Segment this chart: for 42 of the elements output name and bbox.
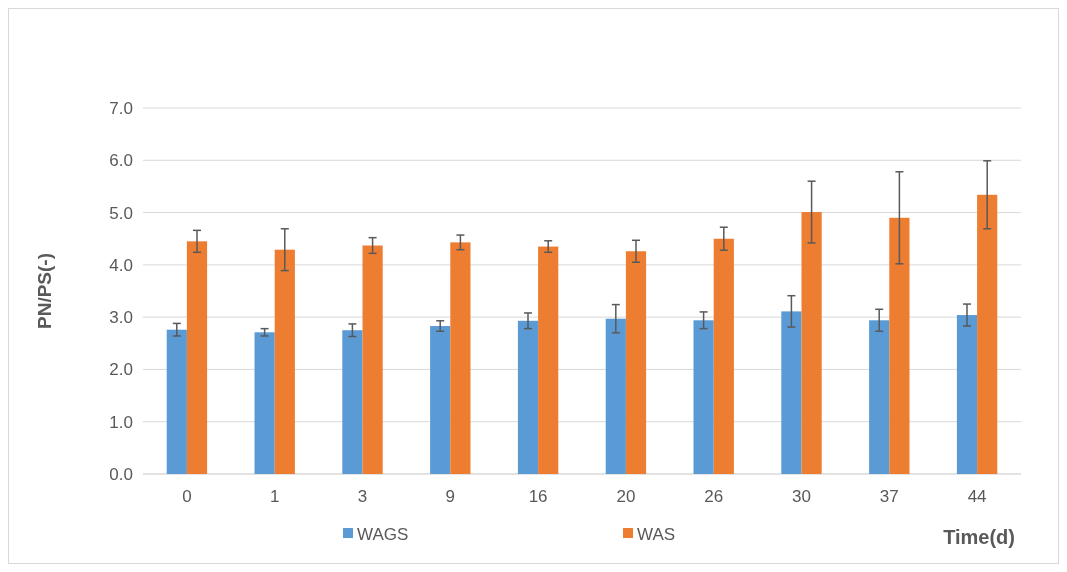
x-tick-label: 1 bbox=[269, 487, 280, 506]
legend-label: WAGS bbox=[357, 524, 409, 544]
y-tick-label: 3.0 bbox=[109, 308, 133, 328]
bar bbox=[977, 194, 998, 474]
bar bbox=[254, 332, 275, 474]
x-tick-label: 9 bbox=[445, 487, 456, 506]
bar bbox=[781, 311, 802, 474]
bar bbox=[450, 242, 471, 474]
x-tick-label: 26 bbox=[704, 487, 724, 506]
y-tick-label: 2.0 bbox=[109, 360, 133, 380]
bar bbox=[869, 320, 890, 474]
x-tick-label: 44 bbox=[967, 487, 987, 506]
bar bbox=[342, 330, 363, 474]
bar bbox=[625, 251, 647, 474]
bar bbox=[362, 245, 383, 474]
bar bbox=[166, 329, 187, 474]
bar bbox=[517, 320, 539, 474]
y-tick-label: 0.0 bbox=[109, 464, 133, 484]
y-axis-title: PN/PS(-) bbox=[34, 253, 55, 329]
x-tick-label: 16 bbox=[528, 487, 548, 506]
bar bbox=[430, 326, 451, 474]
x-tick-label: 30 bbox=[792, 487, 811, 506]
bar bbox=[889, 217, 910, 474]
y-tick-label: 7.0 bbox=[109, 98, 133, 118]
legend-label: WAS bbox=[637, 524, 676, 544]
x-axis-title: Time(d) bbox=[943, 526, 1015, 548]
bar bbox=[538, 246, 559, 474]
y-tick-label: 1.0 bbox=[109, 412, 133, 432]
bar bbox=[186, 241, 208, 474]
x-tick-label: 37 bbox=[879, 487, 899, 506]
x-tick-label: 0 bbox=[182, 487, 192, 506]
x-tick-label: 20 bbox=[616, 487, 636, 506]
bar bbox=[605, 318, 626, 474]
x-tick-label: 3 bbox=[357, 487, 368, 506]
bar bbox=[693, 320, 714, 474]
bar bbox=[956, 315, 978, 474]
bar bbox=[713, 238, 734, 474]
bar bbox=[801, 212, 822, 474]
y-tick-label: 4.0 bbox=[109, 255, 133, 275]
y-tick-label: 5.0 bbox=[109, 203, 133, 223]
y-tick-label: 6.0 bbox=[109, 151, 133, 171]
bar bbox=[274, 249, 295, 474]
